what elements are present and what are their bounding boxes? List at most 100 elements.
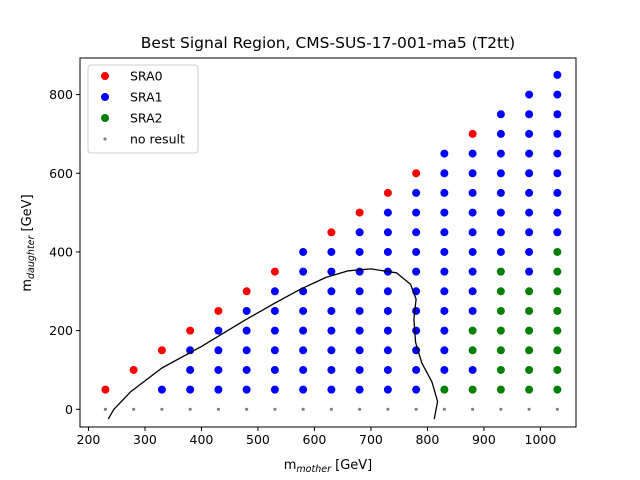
- point-sra1: [440, 247, 449, 256]
- point-no-result: [329, 407, 333, 411]
- point-sra2: [496, 365, 505, 374]
- point-sra1: [270, 287, 279, 296]
- legend-label-sra2: SRA2: [130, 111, 163, 126]
- point-sra1: [383, 228, 392, 237]
- point-sra0: [129, 365, 138, 374]
- legend-marker-sra0: [101, 72, 109, 80]
- point-sra1: [525, 149, 534, 158]
- point-sra0: [186, 326, 195, 335]
- point-sra1: [412, 306, 421, 315]
- point-no-result: [273, 407, 277, 411]
- point-sra1: [214, 385, 223, 394]
- point-sra1: [299, 346, 308, 355]
- point-no-result: [160, 407, 164, 411]
- point-sra1: [355, 267, 364, 276]
- point-sra1: [468, 287, 477, 296]
- point-sra1: [525, 110, 534, 119]
- point-sra1: [270, 326, 279, 335]
- point-sra1: [186, 346, 195, 355]
- point-sra2: [553, 365, 562, 374]
- exclusion-contour-line: [107, 268, 439, 420]
- point-sra1: [242, 385, 251, 394]
- svg-text:mmother [GeV]: mmother [GeV]: [284, 458, 373, 475]
- point-sra1: [242, 365, 251, 374]
- point-sra1: [355, 306, 364, 315]
- point-sra1: [440, 188, 449, 197]
- point-sra2: [553, 287, 562, 296]
- point-sra1: [383, 306, 392, 315]
- point-sra1: [525, 90, 534, 99]
- point-sra1: [525, 228, 534, 237]
- point-sra1: [186, 365, 195, 374]
- point-sra1: [553, 228, 562, 237]
- point-sra1: [355, 365, 364, 374]
- point-sra1: [440, 169, 449, 178]
- point-sra1: [440, 346, 449, 355]
- point-no-result: [386, 407, 390, 411]
- point-sra1: [412, 208, 421, 217]
- point-sra2: [553, 346, 562, 355]
- point-sra1: [327, 306, 336, 315]
- point-sra2: [496, 385, 505, 394]
- point-sra1: [553, 70, 562, 79]
- point-sra2: [525, 326, 534, 335]
- point-sra1: [299, 326, 308, 335]
- point-sra2: [553, 247, 562, 256]
- x-tick-label: 600: [303, 432, 327, 447]
- point-sra1: [327, 247, 336, 256]
- point-no-result: [471, 407, 475, 411]
- x-tick-label: 200: [77, 432, 101, 447]
- point-sra1: [412, 365, 421, 374]
- point-sra1: [412, 326, 421, 335]
- point-no-result: [414, 407, 418, 411]
- point-sra2: [525, 346, 534, 355]
- legend-marker-sra2: [101, 114, 109, 122]
- point-sra1: [270, 306, 279, 315]
- point-no-result: [188, 407, 192, 411]
- point-sra1: [327, 346, 336, 355]
- svg-text:mdaughter [GeV]: mdaughter [GeV]: [20, 194, 37, 291]
- point-sra1: [299, 365, 308, 374]
- point-sra1: [214, 346, 223, 355]
- point-sra0: [101, 385, 110, 394]
- point-sra2: [496, 346, 505, 355]
- point-sra1: [468, 149, 477, 158]
- point-sra1: [383, 247, 392, 256]
- x-axis-label-sub: mother: [296, 464, 332, 475]
- point-sra1: [412, 267, 421, 276]
- point-sra1: [327, 365, 336, 374]
- point-sra0: [355, 208, 364, 217]
- point-sra1: [496, 169, 505, 178]
- point-no-result: [442, 407, 446, 411]
- x-axis-label: mmother [GeV]: [284, 458, 373, 475]
- point-sra1: [553, 149, 562, 158]
- point-sra0: [270, 267, 279, 276]
- point-sra2: [525, 365, 534, 374]
- point-no-result: [555, 407, 559, 411]
- point-sra1: [496, 188, 505, 197]
- x-tick-label: 500: [246, 432, 270, 447]
- point-sra1: [440, 306, 449, 315]
- point-sra1: [383, 326, 392, 335]
- legend-label-sra0: SRA0: [130, 69, 163, 84]
- point-sra1: [553, 129, 562, 138]
- point-sra1: [355, 287, 364, 296]
- point-sra1: [355, 228, 364, 237]
- point-sra2: [553, 267, 562, 276]
- legend-marker-sra1: [101, 93, 109, 101]
- point-sra1: [496, 208, 505, 217]
- point-sra1: [440, 149, 449, 158]
- point-sra1: [440, 267, 449, 276]
- point-sra1: [496, 129, 505, 138]
- point-sra1: [412, 247, 421, 256]
- point-sra2: [553, 326, 562, 335]
- legend: SRA0 SRA1 SRA2 no result: [87, 64, 199, 154]
- x-tick-label: 400: [190, 432, 214, 447]
- point-sra1: [553, 169, 562, 178]
- point-sra1: [383, 346, 392, 355]
- point-sra1: [496, 110, 505, 119]
- x-tick-label: 800: [415, 432, 439, 447]
- point-sra1: [383, 208, 392, 217]
- point-sra2: [440, 385, 449, 394]
- point-sra1: [270, 346, 279, 355]
